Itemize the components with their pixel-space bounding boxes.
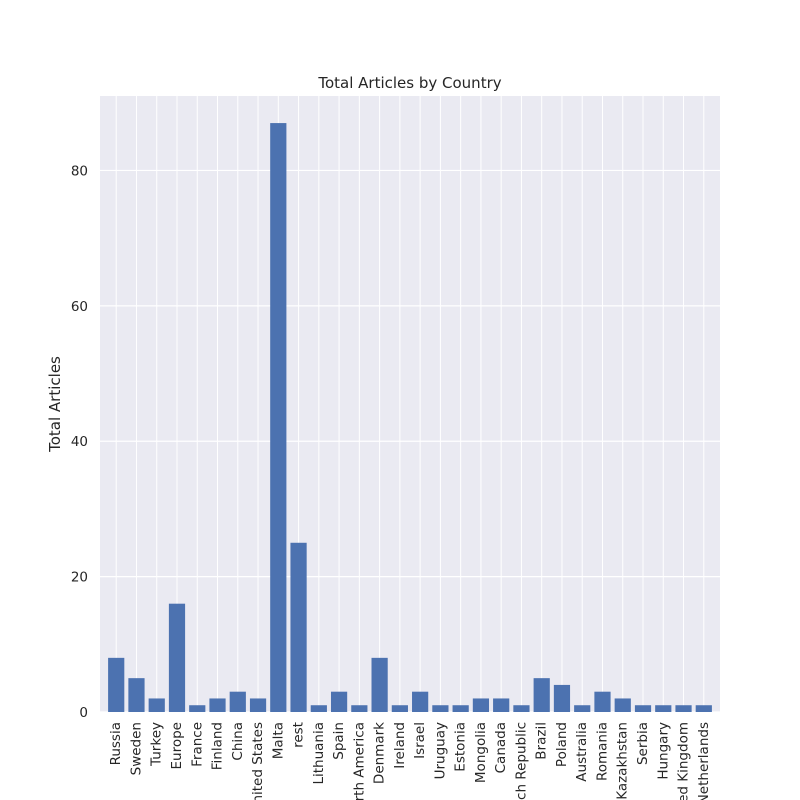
x-tick-label: rest bbox=[291, 722, 307, 748]
bar bbox=[148, 698, 165, 712]
bar bbox=[310, 705, 327, 712]
bar bbox=[351, 705, 368, 712]
bar bbox=[270, 123, 287, 713]
x-tick-label: Turkey bbox=[149, 722, 165, 767]
x-tick-labels: Russia Sweden Turkey Europe France Finland Chi… bbox=[108, 722, 712, 800]
x-tick-label: Europe bbox=[169, 722, 185, 769]
bar bbox=[533, 678, 550, 712]
bar bbox=[513, 705, 530, 712]
x-tick-label: Sweden bbox=[128, 722, 144, 775]
bar bbox=[371, 657, 388, 712]
grid bbox=[100, 96, 720, 713]
x-tick-label: Romania bbox=[594, 722, 610, 781]
y-tick-label: 60 bbox=[71, 299, 88, 315]
bar bbox=[128, 678, 145, 712]
y-tick-label: 0 bbox=[79, 705, 88, 721]
x-tick-label: Australia bbox=[574, 722, 590, 782]
bar bbox=[634, 705, 652, 712]
bar bbox=[553, 684, 571, 712]
bar bbox=[330, 691, 348, 712]
x-tick-label: Hungary bbox=[655, 722, 671, 780]
x-tick-label: United States bbox=[250, 722, 266, 800]
bar bbox=[108, 657, 125, 712]
y-tick-label: 40 bbox=[71, 434, 88, 450]
x-tick-label: France bbox=[189, 722, 205, 767]
x-tick-label: Finland bbox=[210, 722, 226, 770]
bar bbox=[229, 691, 246, 712]
bar bbox=[472, 698, 490, 712]
bar bbox=[695, 705, 712, 712]
x-tick-label: Uruguay bbox=[432, 722, 448, 779]
bars bbox=[108, 123, 712, 713]
x-tick-label: United Kingdom bbox=[676, 722, 692, 800]
bar bbox=[432, 705, 449, 712]
x-tick-label: Israel bbox=[412, 722, 428, 759]
bar bbox=[493, 698, 510, 712]
bar bbox=[412, 691, 429, 712]
x-tick-label: Ireland bbox=[392, 722, 408, 769]
x-tick-label: Kazakhstan bbox=[615, 722, 631, 800]
bar bbox=[452, 705, 469, 712]
x-tick-label: Czech Republic bbox=[513, 722, 529, 800]
bar bbox=[614, 698, 631, 712]
x-tick-label: Malta bbox=[270, 722, 286, 759]
x-tick-label: Russia bbox=[108, 722, 124, 765]
x-tick-label: Poland bbox=[554, 722, 570, 767]
x-tick-label: Brazil bbox=[534, 722, 550, 760]
x-tick-label: Canada bbox=[493, 722, 509, 773]
bar bbox=[168, 603, 186, 712]
x-tick-label: Netherlands bbox=[696, 722, 712, 800]
bar bbox=[675, 705, 692, 712]
plot-area bbox=[100, 96, 720, 712]
x-tick-label: North America bbox=[351, 722, 367, 800]
y-axis-label: Total Articles bbox=[46, 356, 64, 453]
x-tick-label: Denmark bbox=[372, 722, 388, 784]
x-tick-label: Spain bbox=[331, 722, 347, 760]
bar bbox=[655, 705, 672, 712]
bar bbox=[391, 705, 408, 712]
bar bbox=[249, 698, 267, 712]
bar bbox=[209, 698, 226, 712]
bar bbox=[290, 542, 307, 712]
x-tick-label: Serbia bbox=[635, 722, 651, 765]
x-tick-label: Estonia bbox=[453, 722, 469, 772]
chart-title: Total Articles by Country bbox=[317, 74, 501, 92]
y-tick-label: 80 bbox=[71, 163, 88, 179]
x-tick-label: Lithuania bbox=[311, 722, 327, 785]
y-tick-label: 20 bbox=[71, 570, 88, 586]
x-tick-label: Mongolia bbox=[473, 722, 489, 783]
bar bbox=[574, 705, 591, 712]
bar bbox=[594, 691, 611, 712]
x-tick-label: China bbox=[230, 722, 246, 761]
bar bbox=[189, 705, 206, 712]
y-tick-labels: 0 20 40 60 80 bbox=[71, 163, 88, 721]
